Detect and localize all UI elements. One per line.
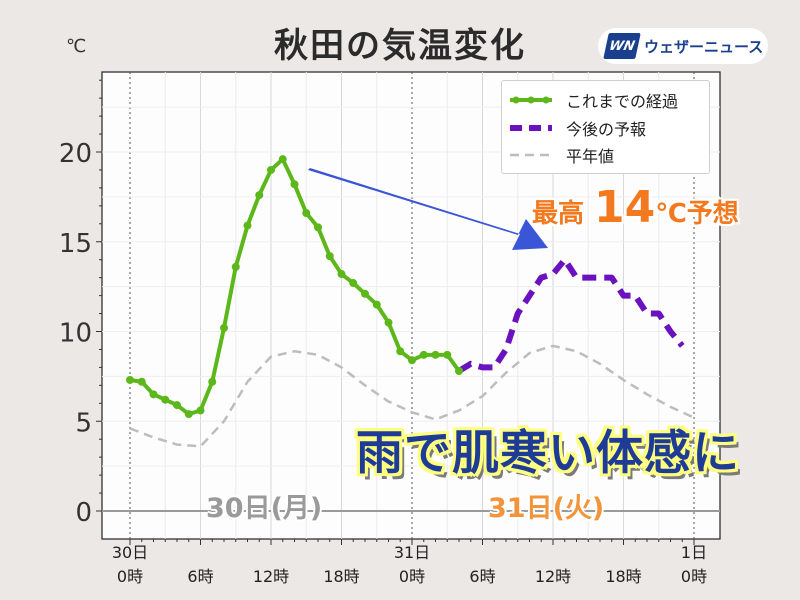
legend-swatch-normal xyxy=(510,153,552,157)
x-tick-label-day: 31日 xyxy=(394,543,430,562)
x-tick-label-hour: 0時 xyxy=(117,567,143,586)
legend-swatch-forecast xyxy=(510,125,552,131)
x-tick-label-hour: 18時 xyxy=(323,567,359,586)
trend-arrow-icon xyxy=(308,168,548,250)
observed-point xyxy=(384,318,393,327)
y-tick-label: 10 xyxy=(59,319,92,349)
weathernews-logo-icon: WN xyxy=(603,33,641,59)
day-label-30: 30日(月) xyxy=(206,493,323,524)
legend-swatch-observed xyxy=(510,96,552,104)
x-tick-label-hour: 12時 xyxy=(535,567,571,586)
observed-point xyxy=(455,366,463,375)
headline: 雨で肌寒い体感に xyxy=(356,426,740,481)
observed-point xyxy=(419,350,428,359)
y-tick-label: 5 xyxy=(75,408,92,438)
observed-point xyxy=(372,300,381,309)
observed-point xyxy=(267,165,275,174)
series-forecast xyxy=(457,256,685,374)
observed-point xyxy=(302,209,311,218)
brand-name: ウェザーニュース xyxy=(644,37,764,56)
y-tick-label: 0 xyxy=(75,498,92,528)
line-forecast xyxy=(457,256,685,374)
day-label-31: 31日(火) xyxy=(488,493,605,524)
observed-point xyxy=(196,406,205,415)
observed-point xyxy=(243,221,252,230)
legend-item-forecast: 今後の予報 xyxy=(508,115,646,141)
chart-title: 秋田の気温変化 xyxy=(274,26,526,66)
max-value: 14 xyxy=(594,182,656,233)
observed-point xyxy=(137,377,146,386)
y-tick-label: 15 xyxy=(59,229,92,259)
line-normal xyxy=(129,344,695,448)
legend-label-observed: これまでの経過 xyxy=(566,92,679,111)
observed-point xyxy=(396,347,405,356)
legend-item-normal: 平年値 xyxy=(508,142,614,168)
observed-point xyxy=(161,395,170,404)
legend-label-normal: 平年値 xyxy=(566,147,615,166)
x-tick-label-day: 30日 xyxy=(112,543,148,562)
max-forecast-label: 最高 14℃予想 xyxy=(532,182,739,233)
legend: これまでの経過 今後の予報 平年値 xyxy=(501,80,710,174)
observed-point xyxy=(255,191,264,200)
observed-point xyxy=(290,180,299,189)
observed-point xyxy=(431,350,440,359)
x-tick-label-hour: 12時 xyxy=(253,567,289,586)
x-tick-label-hour: 6時 xyxy=(469,567,495,586)
x-tick-label-day: 1日 xyxy=(681,543,707,562)
observed-point xyxy=(126,375,134,384)
observed-point xyxy=(408,356,416,365)
observed-point xyxy=(173,401,181,410)
max-prefix: 最高 xyxy=(532,199,585,229)
x-tick-labels: 30日 0時 6時 12時 18時 31日 0時 6時 12時 18時 1日 0時 xyxy=(112,539,707,586)
observed-point xyxy=(325,252,334,261)
y-unit-label: ℃ xyxy=(66,36,87,57)
brand-badge: WN ウェザーニュース xyxy=(598,28,768,64)
legend-item-observed: これまでの経過 xyxy=(508,87,678,113)
series-normal xyxy=(129,344,695,448)
x-tick-label-hour: 0時 xyxy=(399,567,425,586)
observed-point xyxy=(337,270,346,279)
observed-point xyxy=(231,262,240,271)
observed-point xyxy=(184,410,193,419)
observed-point xyxy=(278,155,287,164)
observed-point xyxy=(220,323,228,332)
observed-point xyxy=(208,377,217,386)
legend-label-forecast: 今後の予報 xyxy=(566,120,647,139)
x-tick-label-hour: 6時 xyxy=(187,567,213,586)
observed-point xyxy=(361,289,369,298)
x-tick-label-hour: 18時 xyxy=(605,567,641,586)
observed-point xyxy=(314,223,322,232)
observed-point xyxy=(149,390,158,399)
observed-markers xyxy=(126,155,463,419)
y-tick-label: 20 xyxy=(59,139,92,169)
observed-point xyxy=(443,350,452,359)
x-tick-label-hour: 0時 xyxy=(681,567,707,586)
max-suffix: ℃予想 xyxy=(655,199,739,229)
observed-point xyxy=(349,279,358,288)
y-tick-labels: 0 5 10 15 20 xyxy=(59,79,102,528)
